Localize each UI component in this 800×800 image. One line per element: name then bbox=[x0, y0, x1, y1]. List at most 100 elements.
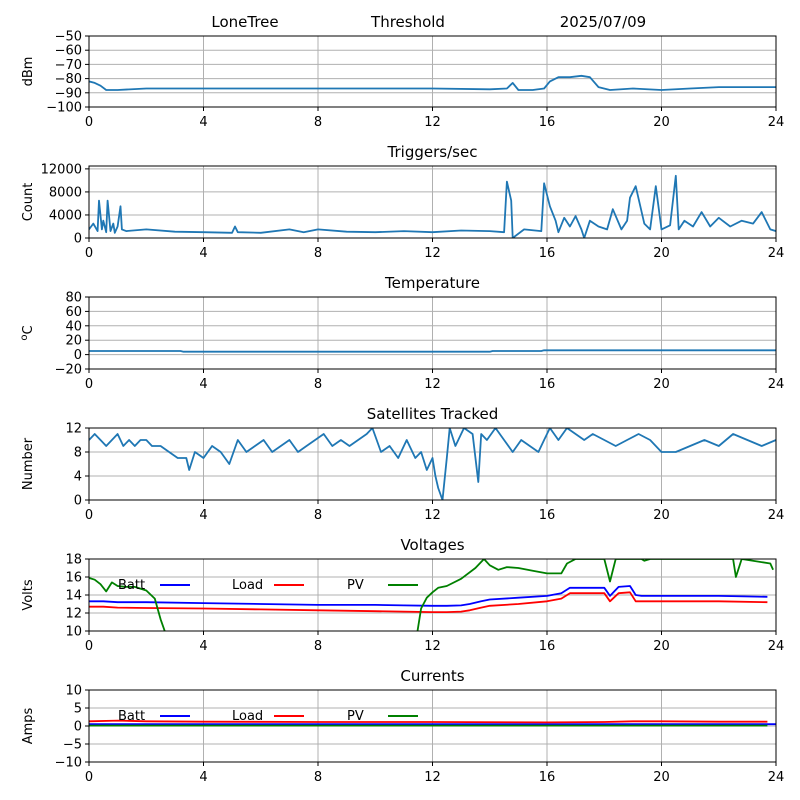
y-tick-label: 0 bbox=[74, 494, 82, 509]
x-tick-label: 12 bbox=[424, 246, 441, 261]
x-tick-label: 24 bbox=[768, 770, 785, 785]
chart-title: Voltages bbox=[400, 536, 464, 554]
legend-label-batt: Batt bbox=[118, 578, 145, 593]
series-line-pv bbox=[89, 559, 774, 631]
panel-5: 0 4 8 12 16 20 24 10 12 14 16 18 Voltages Volts Batt Lo… bbox=[21, 536, 784, 654]
y-axis-label: Count bbox=[21, 183, 36, 222]
y-tick-label: −60 bbox=[55, 44, 82, 59]
y-tick-label: −20 bbox=[55, 363, 82, 378]
x-tick-label: 16 bbox=[539, 115, 556, 130]
y-tick-label: 80 bbox=[65, 291, 82, 306]
y-axis-label: dBm bbox=[21, 57, 36, 87]
y-tick-label: −5 bbox=[63, 738, 82, 753]
x-tick-label: 24 bbox=[768, 508, 785, 523]
chart-title: Triggers/sec bbox=[387, 143, 478, 161]
x-tick-label: 24 bbox=[768, 377, 785, 392]
header-mode: Threshold bbox=[370, 13, 445, 31]
x-tick-label: 8 bbox=[314, 508, 322, 523]
x-tick-label: 24 bbox=[768, 115, 785, 130]
y-tick-label: 4 bbox=[74, 470, 82, 485]
y-tick-label: 8 bbox=[74, 446, 82, 461]
series-line-1 bbox=[89, 349, 776, 353]
y-tick-label: −70 bbox=[55, 58, 82, 73]
x-tick-label: 8 bbox=[314, 115, 322, 130]
x-tick-label: 20 bbox=[653, 377, 670, 392]
y-tick-label: 60 bbox=[65, 305, 82, 320]
x-tick-label: 24 bbox=[768, 639, 785, 654]
x-tick-label: 4 bbox=[199, 246, 207, 261]
x-tick-label: 4 bbox=[199, 639, 207, 654]
series-line-load bbox=[89, 719, 768, 724]
panel-4: 0 4 8 12 16 20 24 0 4 8 12 Satellites Tracked Number bbox=[21, 405, 784, 523]
x-tick-label: 16 bbox=[539, 639, 556, 654]
y-tick-label: 0 bbox=[74, 720, 82, 735]
series-line-1 bbox=[89, 74, 776, 91]
y-tick-label: 20 bbox=[65, 334, 82, 349]
y-tick-label: −90 bbox=[55, 86, 82, 101]
x-tick-label: 12 bbox=[424, 377, 441, 392]
x-tick-label: 8 bbox=[314, 246, 322, 261]
x-tick-label: 12 bbox=[424, 639, 441, 654]
y-tick-label: 16 bbox=[65, 571, 82, 586]
x-tick-label: 4 bbox=[199, 508, 207, 523]
x-tick-label: 8 bbox=[314, 639, 322, 654]
panel-2: 0 4 8 12 16 20 24 0 4000 8000 12000 Triggers/sec Cou… bbox=[21, 143, 784, 261]
y-tick-label: 0 bbox=[74, 232, 82, 247]
x-tick-label: 16 bbox=[539, 770, 556, 785]
y-tick-label: 18 bbox=[65, 553, 82, 568]
x-tick-label: 0 bbox=[85, 770, 93, 785]
y-tick-label: 12 bbox=[65, 607, 82, 622]
panel-6: 0 4 8 12 16 20 24 −10 −5 0 5 10 Currents Amps Batt Load… bbox=[21, 667, 784, 785]
x-tick-label: 0 bbox=[85, 508, 93, 523]
series-line-load bbox=[89, 591, 768, 613]
y-axis-label: Volts bbox=[21, 579, 36, 611]
x-tick-label: 16 bbox=[539, 508, 556, 523]
x-tick-label: 20 bbox=[653, 770, 670, 785]
y-tick-label: −10 bbox=[55, 756, 82, 771]
x-tick-label: 0 bbox=[85, 377, 93, 392]
x-tick-label: 20 bbox=[653, 246, 670, 261]
y-tick-label: 4000 bbox=[49, 208, 82, 223]
panel-1: 0 4 8 12 16 20 24 −100−90−80−70−60−50 dBm bbox=[21, 30, 784, 131]
y-axis-label: Number bbox=[21, 437, 36, 490]
y-tick-label: 14 bbox=[65, 589, 82, 604]
series-line-batt bbox=[89, 585, 768, 607]
y-tick-label: 10 bbox=[65, 684, 82, 699]
y-tick-label: 0 bbox=[74, 348, 82, 363]
x-tick-label: 12 bbox=[424, 770, 441, 785]
header-date: 2025/07/09 bbox=[560, 13, 646, 31]
header-station: LoneTree bbox=[211, 13, 278, 31]
chart-title: Satellites Tracked bbox=[367, 405, 498, 423]
x-tick-label: 20 bbox=[653, 508, 670, 523]
series-line-1 bbox=[89, 174, 776, 238]
y-tick-label: 40 bbox=[65, 319, 82, 334]
y-tick-label: −80 bbox=[55, 72, 82, 87]
x-tick-label: 0 bbox=[85, 115, 93, 130]
y-tick-label: 5 bbox=[74, 702, 82, 717]
legend-label-pv: PV bbox=[347, 709, 364, 724]
x-tick-label: 12 bbox=[424, 115, 441, 130]
x-tick-label: 20 bbox=[653, 639, 670, 654]
y-axis-label: oC bbox=[19, 325, 36, 340]
y-tick-label: 10 bbox=[65, 625, 82, 640]
x-tick-label: 16 bbox=[539, 246, 556, 261]
x-tick-label: 4 bbox=[199, 770, 207, 785]
x-tick-label: 16 bbox=[539, 377, 556, 392]
y-axis-label: Amps bbox=[21, 707, 36, 744]
y-tick-label: 12000 bbox=[41, 162, 82, 177]
chart-title: Temperature bbox=[384, 274, 480, 292]
x-tick-label: 8 bbox=[314, 770, 322, 785]
x-tick-label: 0 bbox=[85, 246, 93, 261]
series-line-1 bbox=[89, 428, 776, 500]
x-tick-label: 0 bbox=[85, 639, 93, 654]
legend-label-batt: Batt bbox=[118, 709, 145, 724]
x-tick-label: 8 bbox=[314, 377, 322, 392]
x-tick-label: 4 bbox=[199, 115, 207, 130]
y-tick-label: 8000 bbox=[49, 185, 82, 200]
legend-label-pv: PV bbox=[347, 578, 364, 593]
x-tick-label: 4 bbox=[199, 377, 207, 392]
